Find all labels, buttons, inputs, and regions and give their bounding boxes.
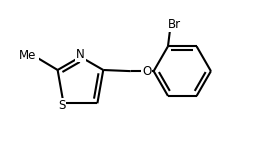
Text: O: O <box>142 65 151 78</box>
Text: Br: Br <box>168 18 181 31</box>
Text: N: N <box>76 49 85 61</box>
Text: Me: Me <box>19 49 36 62</box>
Text: S: S <box>58 99 65 112</box>
